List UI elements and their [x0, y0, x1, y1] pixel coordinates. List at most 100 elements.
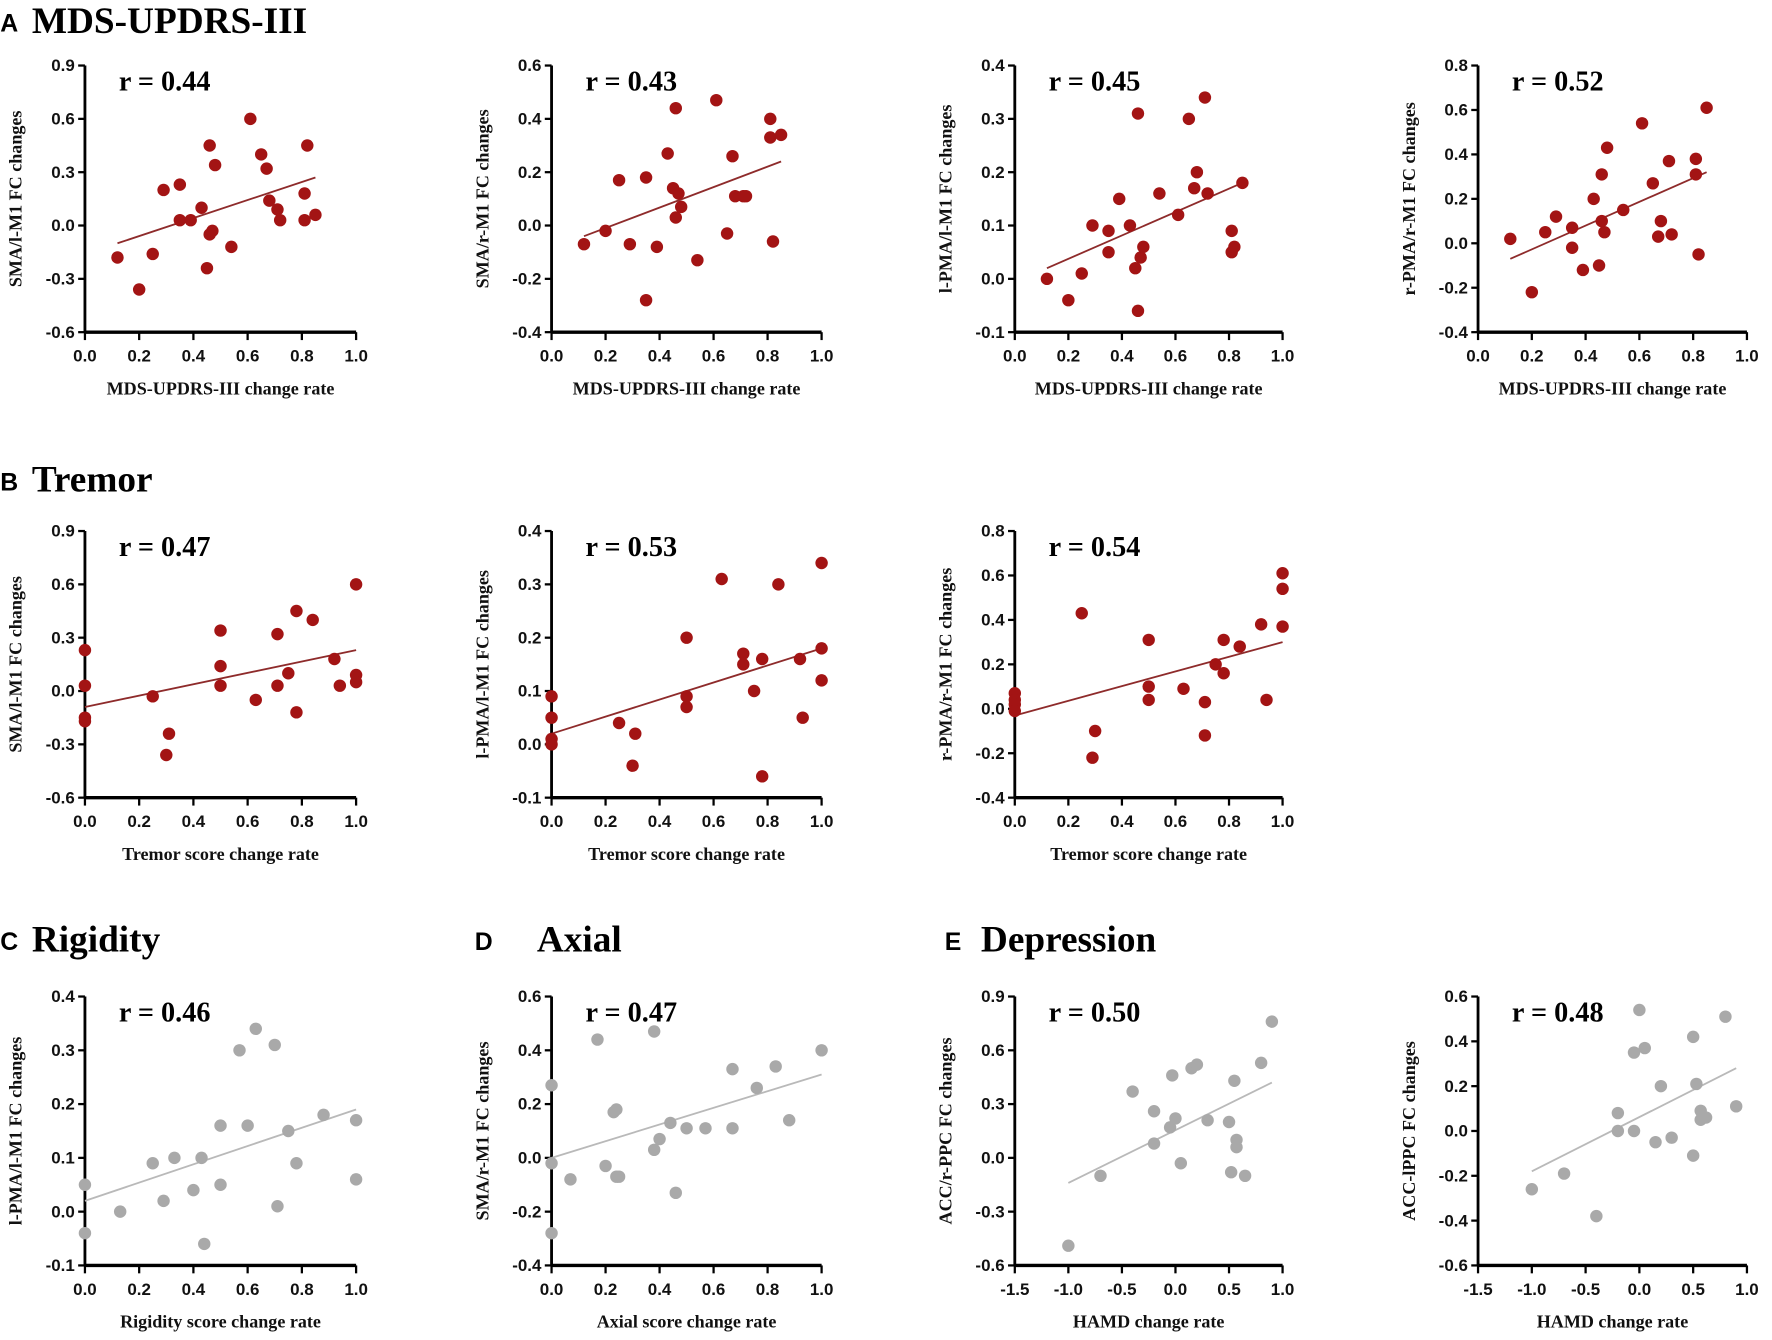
data-point — [349, 1114, 363, 1127]
data-point — [1225, 224, 1238, 238]
data-point — [1228, 1074, 1241, 1087]
data-point — [1187, 181, 1201, 195]
data-point — [1224, 1165, 1238, 1179]
correlation-label: r = 0.52 — [1512, 66, 1604, 97]
data-point — [1276, 620, 1289, 633]
scatter-panel: -0.6 -0.3 0.0 0.3 0.6 0.9 0.0 0.2 0.4 0.6 0.8 1.0 r … — [6, 522, 368, 864]
y-tick-label: 0.6 — [518, 987, 542, 1006]
data-point — [1137, 240, 1150, 254]
x-axis-label: MDS-UPDRS-III change rate — [1035, 378, 1263, 398]
data-point — [782, 1114, 796, 1127]
y-tick-label: 0.4 — [51, 987, 75, 1006]
scatter-panel: -0.4 -0.2 0.0 0.2 0.4 0.6 0.8 0.0 0.2 0.4 0.6 0.8 1.… — [936, 522, 1295, 864]
data-point — [545, 711, 558, 724]
data-point — [1190, 1058, 1204, 1071]
data-point — [1142, 693, 1155, 707]
y-axis-label: SMA/r-M1 FC changes — [472, 1042, 492, 1221]
x-tick-label: 0.5 — [1217, 1280, 1241, 1299]
data-point — [1525, 1183, 1539, 1196]
data-point — [1539, 225, 1552, 239]
regression-line — [1509, 171, 1707, 260]
data-point — [298, 187, 311, 200]
x-tick-label: 0.4 — [1574, 347, 1598, 366]
data-point — [1126, 1085, 1139, 1098]
x-tick-label: 0.0 — [540, 812, 564, 831]
data-point — [1147, 1137, 1161, 1150]
data-point — [271, 679, 284, 692]
x-tick-label: 0.0 — [1466, 347, 1490, 366]
data-point — [647, 1143, 661, 1157]
y-tick-label: -0.4 — [975, 788, 1005, 807]
y-tick-label: 0.3 — [51, 1041, 75, 1060]
data-point — [647, 1025, 661, 1038]
correlation-label: r = 0.43 — [585, 66, 677, 97]
data-point — [1236, 176, 1249, 190]
x-tick-label: 0.8 — [290, 1280, 314, 1299]
y-tick-label: 0.2 — [518, 1095, 542, 1114]
data-point — [1689, 152, 1703, 166]
x-tick-label: -1.0 — [1054, 1280, 1083, 1299]
data-point — [113, 1205, 127, 1218]
data-point — [1692, 248, 1705, 261]
x-tick-label: 0.0 — [1003, 812, 1027, 831]
data-point — [1217, 667, 1230, 680]
data-point — [1086, 219, 1099, 232]
data-point — [1549, 210, 1563, 223]
y-tick-label: 0.1 — [518, 682, 542, 701]
y-tick-label: -0.4 — [512, 1256, 542, 1275]
data-point — [214, 1119, 227, 1132]
y-tick-label: 0.4 — [518, 522, 542, 541]
section-title: Axial — [537, 919, 622, 960]
x-tick-label: 0.2 — [594, 812, 618, 831]
data-point — [198, 1237, 211, 1251]
data-point — [157, 183, 170, 197]
y-axis-label: l-PMA/l-M1 FC changes — [6, 1037, 26, 1226]
y-tick-label: 0.0 — [51, 216, 75, 235]
y-tick-label: 0.2 — [518, 628, 542, 647]
y-tick-label: 0.9 — [51, 56, 75, 75]
y-tick-label: 0.1 — [51, 1149, 75, 1168]
x-tick-label: 0.0 — [1164, 1280, 1188, 1299]
scatter-panel: -0.4 -0.2 0.0 0.2 0.4 0.6 0.0 0.2 0.4 0.6 0.8 1.0 r … — [472, 56, 833, 398]
y-tick-label: -0.3 — [46, 269, 75, 288]
data-point — [1654, 214, 1668, 228]
data-point — [653, 1132, 666, 1146]
y-tick-label: 0.6 — [51, 575, 75, 594]
y-tick-label: -0.1 — [975, 323, 1004, 342]
x-tick-label: 0.2 — [127, 812, 151, 831]
data-point — [298, 213, 311, 227]
data-point — [1147, 1105, 1161, 1118]
y-tick-label: 0.2 — [51, 1095, 75, 1114]
regression-line — [551, 1073, 822, 1159]
x-tick-label: 0.0 — [73, 1280, 97, 1299]
x-tick-label: 0.6 — [236, 347, 260, 366]
data-point — [1665, 228, 1678, 241]
y-tick-label: 0.3 — [51, 163, 75, 182]
data-point — [1217, 633, 1230, 647]
data-point — [1662, 154, 1676, 168]
x-axis-label: MDS-UPDRS-III change rate — [1499, 378, 1727, 398]
data-point — [545, 1226, 558, 1240]
x-tick-label: 1.0 — [344, 1280, 368, 1299]
regression-line — [583, 160, 782, 238]
x-axis-label: MDS-UPDRS-III change rate — [107, 378, 335, 398]
x-tick-label: 1.0 — [1271, 347, 1295, 366]
data-point — [1260, 693, 1273, 707]
y-tick-label: -0.3 — [975, 1202, 1004, 1221]
correlation-label: r = 0.47 — [585, 997, 677, 1028]
x-tick-label: 1.0 — [1735, 1280, 1759, 1299]
x-tick-label: 1.0 — [1735, 347, 1759, 366]
y-tick-label: -0.1 — [512, 788, 541, 807]
data-point — [1238, 1169, 1252, 1183]
data-point — [612, 173, 626, 187]
y-tick-label: 0.0 — [1444, 234, 1468, 253]
data-point — [1169, 1112, 1182, 1125]
data-point — [1209, 658, 1222, 671]
y-axis-label: r-PMA/r-M1 FC changes — [936, 568, 956, 761]
data-point — [793, 652, 807, 666]
data-point — [349, 578, 363, 591]
data-point — [1088, 724, 1102, 738]
data-point — [78, 679, 92, 692]
x-tick-label: 0.4 — [648, 812, 672, 831]
